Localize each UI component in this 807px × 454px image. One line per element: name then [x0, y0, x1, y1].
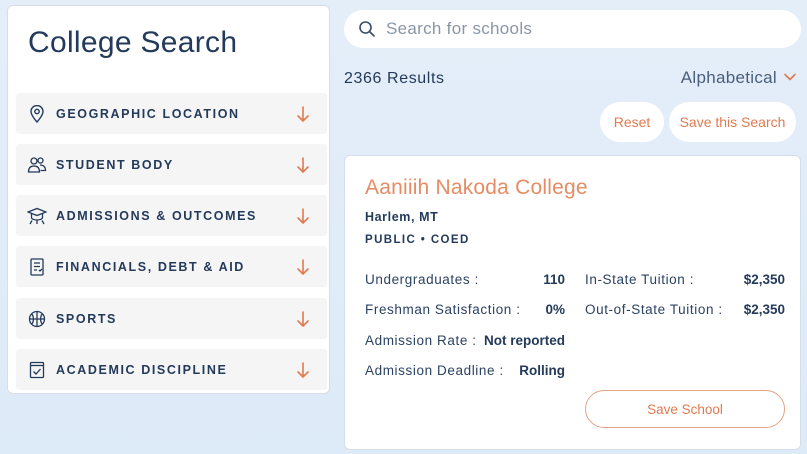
stat-value: Not reported	[484, 333, 565, 348]
stat-label: Admission Deadline :	[365, 363, 504, 378]
filter-student-body[interactable]: STUDENT BODY	[16, 144, 327, 185]
stat-value: $2,350	[743, 302, 785, 317]
stat-freshman-satisfaction: Freshman Satisfaction : 0%	[365, 302, 565, 317]
sort-label: Alphabetical	[680, 68, 777, 87]
stat-label: Admission Rate :	[365, 333, 477, 348]
stat-value: 0%	[545, 302, 565, 317]
stat-label: In-State Tuition :	[585, 272, 695, 287]
filter-sidebar: College Search GEOGRAPHIC LOCATION STUDE…	[7, 5, 330, 394]
stat-label: Out-of-State Tuition :	[585, 302, 723, 317]
stat-label: Undergraduates :	[365, 272, 479, 287]
arrow-down-icon[interactable]	[295, 207, 311, 225]
sort-dropdown[interactable]: Alphabetical	[681, 68, 796, 88]
filter-financials-debt-aid[interactable]: FINANCIALS, DEBT & AID	[16, 246, 327, 287]
filter-label: GEOGRAPHIC LOCATION	[56, 106, 240, 121]
results-count: 2366 Results	[344, 70, 445, 87]
stat-value: $2,350	[743, 272, 785, 287]
stat-in-state-tuition: In-State Tuition : $2,350	[585, 272, 785, 287]
search-input[interactable]	[386, 19, 801, 39]
basketball-icon	[27, 309, 47, 329]
save-school-button[interactable]: Save School	[585, 390, 785, 428]
people-icon	[27, 155, 47, 175]
filter-label: FINANCIALS, DEBT & AID	[56, 259, 245, 274]
school-name[interactable]: Aaniiih Nakoda College	[365, 176, 588, 199]
chevron-down-icon	[784, 73, 796, 83]
school-type: PUBLIC • COED	[365, 234, 470, 246]
arrow-down-icon[interactable]	[295, 361, 311, 379]
stat-value: 110	[543, 272, 565, 287]
save-search-button[interactable]: Save this Search	[669, 102, 796, 142]
filter-label: ACADEMIC DISCIPLINE	[56, 362, 228, 377]
filter-admissions-outcomes[interactable]: ADMISSIONS & OUTCOMES	[16, 195, 327, 236]
graduation-cap-icon	[27, 206, 47, 226]
location-pin-icon	[27, 104, 47, 124]
arrow-down-icon[interactable]	[295, 310, 311, 328]
arrow-down-icon[interactable]	[295, 105, 311, 123]
stat-admission-deadline: Admission Deadline : Rolling	[365, 363, 565, 378]
school-card: Aaniiih Nakoda College Harlem, MT PUBLIC…	[344, 155, 801, 450]
filter-geographic-location[interactable]: GEOGRAPHIC LOCATION	[16, 93, 327, 134]
arrow-down-icon[interactable]	[295, 258, 311, 276]
stat-out-of-state-tuition: Out-of-State Tuition : $2,350	[585, 302, 785, 317]
sidebar-title: College Search	[28, 26, 238, 59]
arrow-down-icon[interactable]	[295, 156, 311, 174]
stat-undergraduates: Undergraduates : 110	[365, 272, 565, 287]
reset-button[interactable]: Reset	[600, 102, 664, 142]
document-icon	[27, 257, 47, 277]
stat-label: Freshman Satisfaction :	[365, 302, 521, 317]
search-bar	[344, 10, 801, 48]
search-icon	[358, 20, 376, 38]
filter-sports[interactable]: SPORTS	[16, 298, 327, 339]
filter-label: STUDENT BODY	[56, 157, 174, 172]
filter-label: ADMISSIONS & OUTCOMES	[56, 208, 257, 223]
school-location: Harlem, MT	[365, 210, 439, 224]
checkbox-book-icon	[27, 360, 47, 380]
stat-value: Rolling	[519, 363, 565, 378]
filter-academic-discipline[interactable]: ACADEMIC DISCIPLINE	[16, 349, 327, 390]
filter-label: SPORTS	[56, 311, 117, 326]
stat-admission-rate: Admission Rate : Not reported	[365, 333, 565, 348]
